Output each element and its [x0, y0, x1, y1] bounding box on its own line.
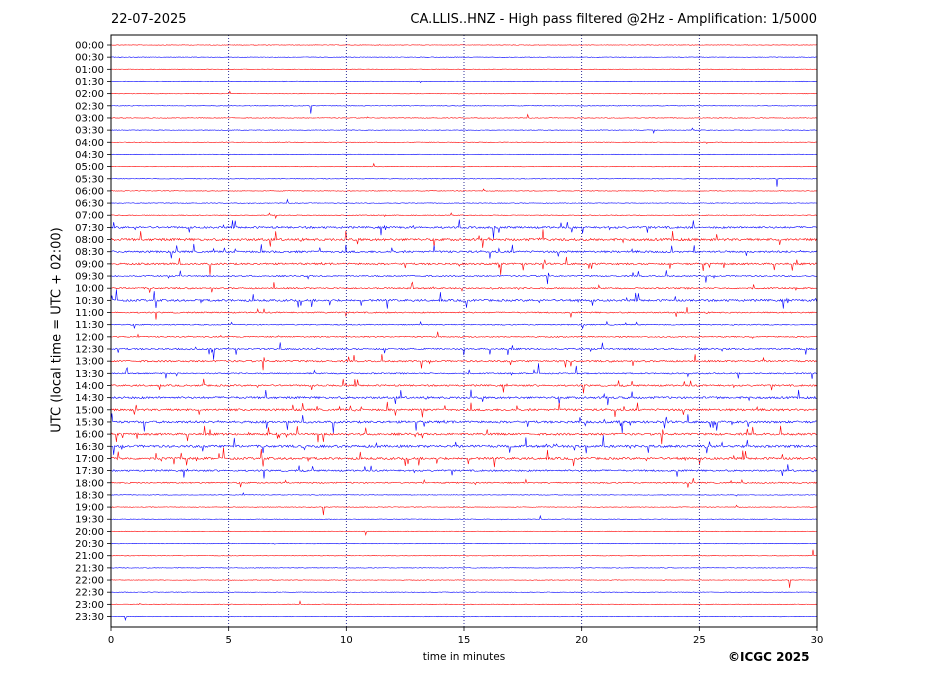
trace-0200 [110, 90, 818, 95]
y-tick-label: 20:00 [75, 527, 104, 538]
trace-0600 [110, 188, 818, 192]
y-tick-label: 14:30 [75, 393, 104, 404]
x-tick-label: 0 [108, 635, 114, 646]
x-axis-label: time in minutes [422, 651, 506, 663]
x-tick-label: 15 [458, 635, 471, 646]
y-tick-label: 06:00 [75, 186, 104, 197]
trace-0430 [110, 153, 818, 156]
trace-1600 [110, 425, 818, 445]
y-tick-label: 19:30 [75, 515, 104, 526]
y-tick-label: 10:30 [75, 296, 104, 307]
trace-0730 [110, 219, 818, 239]
y-tick-label: 23:30 [75, 612, 104, 623]
plot-date: 22-07-2025 [111, 12, 187, 27]
x-tick-label: 30 [811, 635, 824, 646]
y-tick-label: 08:30 [75, 247, 104, 258]
y-tick-label: 07:00 [75, 211, 104, 222]
trace-2030 [110, 542, 818, 545]
trace-1130 [110, 320, 818, 329]
trace-1100 [110, 306, 818, 320]
y-tick-label: 16:00 [75, 430, 104, 441]
x-tick-label: 20 [575, 635, 588, 646]
trace-1230 [110, 342, 818, 360]
y-tick-label: 12:30 [75, 345, 104, 356]
x-tick-label: 25 [693, 635, 706, 646]
y-tick-label: 05:30 [75, 174, 104, 185]
trace-1430 [110, 389, 818, 406]
trace-2100 [110, 549, 818, 557]
y-tick-label: 17:30 [75, 466, 104, 477]
trace-0230 [110, 105, 818, 114]
trace-0130 [110, 80, 818, 84]
y-tick-label: 23:00 [75, 600, 104, 611]
y-tick-label: 17:00 [75, 454, 104, 465]
trace-2200 [110, 579, 818, 588]
y-tick-label: 21:30 [75, 563, 104, 574]
y-tick-label: 14:00 [75, 381, 104, 392]
y-tick-label: 12:00 [75, 332, 104, 343]
y-tick-label: 04:30 [75, 150, 104, 161]
y-tick-label: 13:30 [75, 369, 104, 380]
y-tick-label: 18:00 [75, 478, 104, 489]
trace-2000 [110, 530, 818, 537]
y-tick-label: 11:00 [75, 308, 104, 319]
trace-1900 [110, 504, 818, 516]
y-tick-label: 01:00 [75, 65, 104, 76]
trace-2230 [110, 591, 818, 593]
trace-0300 [110, 113, 818, 119]
y-tick-label: 10:00 [75, 284, 104, 295]
y-tick-label: 13:00 [75, 357, 104, 368]
y-tick-label: 05:00 [75, 162, 104, 173]
y-tick-label: 19:00 [75, 503, 104, 514]
y-tick-label: 11:30 [75, 320, 104, 331]
trace-0030 [110, 56, 818, 58]
y-tick-label: 03:00 [75, 113, 104, 124]
trace-0500 [110, 162, 818, 168]
y-tick-label: 00:30 [75, 53, 104, 64]
trace-2300 [110, 600, 818, 606]
y-tick-label: 15:30 [75, 417, 104, 428]
y-tick-label: 02:30 [75, 101, 104, 112]
y-tick-label: 20:30 [75, 539, 104, 550]
y-tick-label: 22:00 [75, 576, 104, 587]
y-tick-label: 09:00 [75, 259, 104, 270]
x-tick-label: 5 [225, 635, 231, 646]
y-tick-label: 18:30 [75, 490, 104, 501]
y-tick-label: 09:30 [75, 272, 104, 283]
y-tick-label: 21:00 [75, 551, 104, 562]
x-tick-label: 10 [340, 635, 353, 646]
y-tick-label: 08:00 [75, 235, 104, 246]
y-tick-label: 01:30 [75, 77, 104, 88]
y-tick-label: 15:00 [75, 405, 104, 416]
trace-2130 [110, 567, 818, 569]
trace-0530 [110, 178, 818, 187]
y-tick-label: 00:00 [75, 41, 104, 52]
y-tick-label: 03:30 [75, 126, 104, 137]
copyright-text: ©ICGC 2025 [728, 650, 810, 664]
trace-1200 [110, 331, 818, 339]
trace-1330 [110, 363, 818, 379]
y-tick-label: 02:00 [75, 89, 104, 100]
trace-1300 [110, 354, 818, 371]
trace-0100 [110, 68, 818, 70]
trace-1930 [110, 514, 818, 521]
trace-2330 [110, 615, 818, 622]
y-tick-label: 06:30 [75, 199, 104, 210]
y-tick-label: 16:30 [75, 442, 104, 453]
y-tick-label: 07:30 [75, 223, 104, 234]
trace-0330 [110, 127, 818, 135]
plot-title: CA.LLIS..HNZ - High pass filtered @2Hz -… [410, 12, 817, 27]
y-tick-label: 04:00 [75, 138, 104, 149]
plot-frame [110, 34, 818, 628]
trace-1630 [110, 435, 818, 455]
trace-0400 [110, 141, 818, 145]
y-tick-label: 22:30 [75, 588, 104, 599]
